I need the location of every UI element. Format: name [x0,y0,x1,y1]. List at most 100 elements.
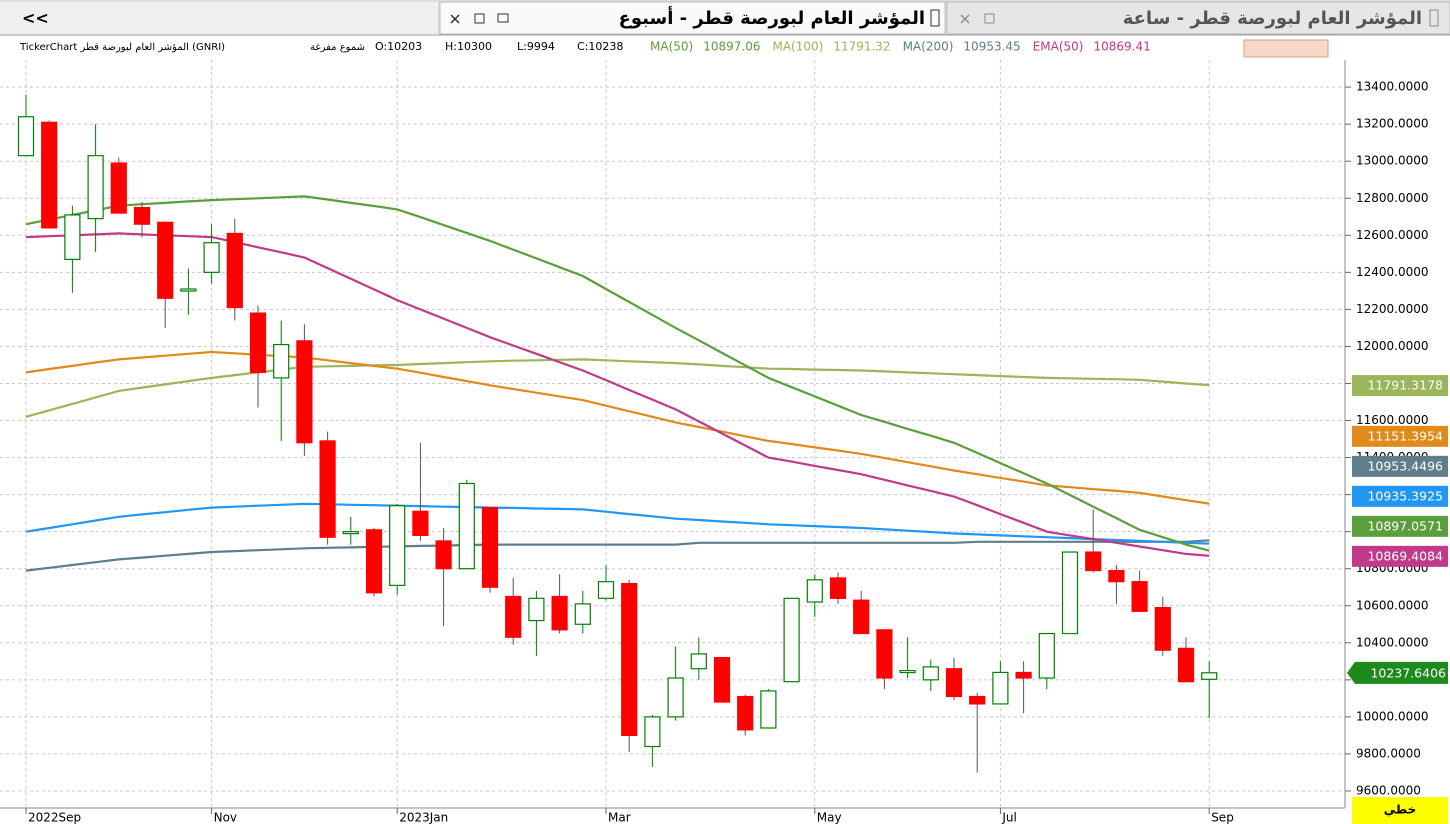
value-tag-label: 11791.3178 [1367,378,1443,393]
candle-body [969,695,986,705]
candle-body [621,582,638,737]
value-tag-label: 10897.0571 [1367,518,1443,533]
candle-body [226,232,243,309]
value-tag [1352,515,1448,537]
price-tag [1347,661,1448,684]
candle-body [133,206,151,225]
header-tools[interactable] [1243,39,1329,58]
value-tag-label: 10935.3925 [1367,488,1443,503]
candle-body [342,531,359,535]
ohlc-key: O: [375,40,387,53]
candle-body [876,629,893,679]
candle-body [157,221,174,299]
candle-body [597,581,615,599]
ohlc-readout: H:10300 [445,40,492,53]
candle-body [505,595,522,638]
y-tick-label: 12400.0000 [1356,265,1429,279]
candle-body [110,162,127,214]
candle-body [1015,671,1032,679]
candle-body [806,579,823,603]
y-tick-label: 12000.0000 [1356,339,1429,353]
tab-spacer [0,2,438,34]
tab-icons [960,9,1439,27]
value-tag [1352,545,1448,567]
candle-body [528,597,545,622]
ohlc-readout: L:9994 [517,40,555,53]
candle-body [64,214,81,260]
candle-body [319,440,336,538]
candle-body [574,603,591,625]
candle-body [296,340,313,444]
line-mode-button[interactable] [1352,797,1448,824]
x-tick-label: 2022Sep [28,811,81,824]
ohlc-value: 10300 [457,40,492,53]
plot-area [17,94,1218,773]
tab-icons [450,9,940,27]
candle-body [1154,607,1171,651]
candle-body [1108,569,1125,583]
ohlc-value: 10203 [387,40,422,53]
tab-title[interactable]: المؤشر العام لبورصة قطر - ساعة [1123,8,1422,29]
candle-body [737,695,754,731]
candle-body [481,506,499,588]
candle-body [435,540,452,570]
ohlc-readout: C:10238 [577,40,623,53]
indicator-line [25,195,1210,552]
tab-title[interactable]: المؤشر العام لبورصة قطر - أسبوع [619,6,925,29]
value-tag [1352,485,1448,507]
indicator-line [25,358,1210,418]
value-tag [1352,375,1448,397]
collapse-button[interactable]: << [22,9,49,28]
candle-body [1131,581,1148,612]
candle-body [273,343,290,379]
candle-body [1177,647,1195,683]
indicator-line [25,502,1210,545]
value-tag-label: 10869.4084 [1367,548,1443,563]
indicator-line [25,539,1210,572]
ohlc-key: C: [577,40,588,53]
candle-body [412,510,429,536]
y-tick-label: 12600.0000 [1356,228,1429,242]
chart-style: شموع مفرغة [310,42,365,53]
y-tick-label: 11600.0000 [1356,413,1429,427]
value-tag-label: 10953.4496 [1367,458,1443,473]
ohlc-readout: O:10203 [375,40,422,53]
candle-body [1061,551,1079,635]
candle-body [41,121,58,229]
candle-body [551,595,568,631]
candle-body [690,653,707,670]
legend-name: MA(200) [903,40,954,54]
legend-value: 10953.45 [963,40,1020,54]
x-tick-label: 2023Jan [399,811,448,824]
y-tick-label: 13000.0000 [1356,154,1429,168]
candle-body [853,599,870,635]
candle-body [922,666,939,681]
line-mode-label[interactable]: خطي [1384,803,1416,817]
candle-body [1201,672,1218,680]
candle-body [1038,632,1055,679]
price-tag-label: 10237.6406 [1370,665,1446,680]
candle-body [644,716,661,748]
candle-body [249,312,267,373]
y-tick-label: 10400.0000 [1356,635,1429,649]
candle-body [1085,551,1102,572]
legend-value: 10897.06 [703,40,760,54]
candle-body [667,677,684,718]
value-tag [1352,455,1448,477]
candle-body [203,242,220,273]
candle-body [389,505,406,586]
legend-value: 10869.41 [1093,40,1150,54]
candle-body [87,155,104,220]
instrument-label: TickerChart المؤشر العام لبورصة قطر (GNR… [19,42,225,53]
x-tick-label: May [817,811,842,824]
candle-body [17,116,35,157]
y-tick-label: 12200.0000 [1356,302,1429,316]
active-tab[interactable] [439,1,946,35]
x-tick-label: Mar [608,811,631,824]
y-tick-label: 13200.0000 [1356,117,1429,131]
ohlc-key: H: [445,40,457,53]
inactive-tab[interactable] [946,1,1450,35]
candle-body [783,597,800,683]
ohlc-value: 10238 [588,40,623,53]
y-tick-label: 10000.0000 [1356,709,1429,723]
